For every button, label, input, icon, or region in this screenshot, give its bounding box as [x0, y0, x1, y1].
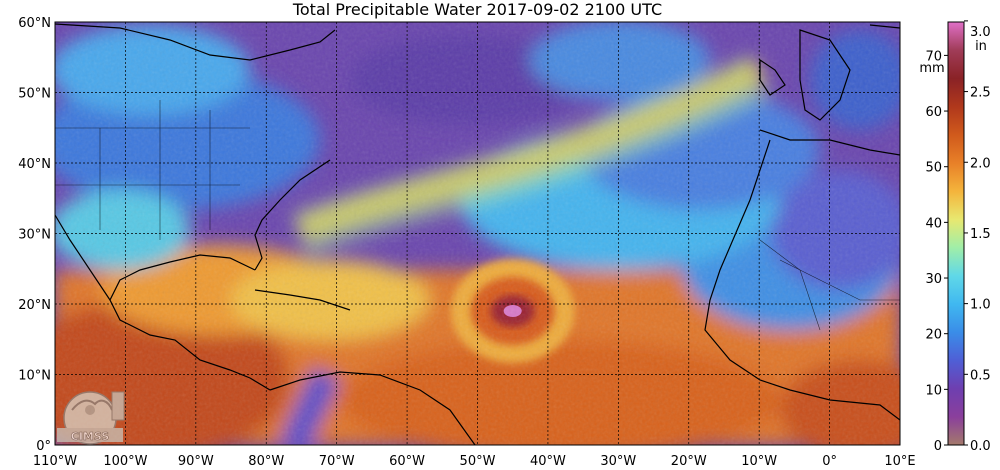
- latitude-label: 20°N: [18, 298, 51, 313]
- longitude-label: 40°W: [530, 454, 566, 469]
- colorbar-in-label: 1.5: [970, 227, 991, 242]
- colorbar-in-unit: in: [975, 39, 987, 54]
- colorbar-mm-label: 0: [934, 439, 942, 454]
- colorbar-mm-label: 50: [925, 161, 942, 176]
- longitude-label: 80°W: [248, 454, 284, 469]
- longitude-label: 90°W: [178, 454, 214, 469]
- longitude-label: 10°E: [884, 454, 915, 469]
- colorbar-in-label: 0.5: [970, 368, 991, 383]
- colorbar-mm-ticks: 70 60 50 40 30 20 10 0: [925, 49, 948, 454]
- cimss-logo: CIMSS: [57, 391, 125, 445]
- longitude-label: 70°W: [319, 454, 355, 469]
- longitude-label: 20°W: [671, 454, 707, 469]
- colorbar-in-label: 0.0: [970, 439, 991, 454]
- latitude-label: 60°N: [18, 16, 51, 31]
- coastlines: [55, 23, 900, 445]
- colorbar-in-label: 2.0: [970, 156, 991, 171]
- map-frame: [54, 21, 901, 446]
- colorbar-in-label: 2.5: [970, 86, 991, 101]
- colorbar-mm-label: 20: [925, 328, 942, 343]
- colorbar-scale: [947, 21, 965, 446]
- longitude-label: 30°W: [600, 454, 636, 469]
- colorbar-mm-label: 40: [925, 216, 942, 231]
- longitude-label: 10°W: [741, 454, 777, 469]
- latitude-label: 0°: [36, 439, 51, 454]
- colorbar-mm-unit: mm: [919, 61, 944, 76]
- latitude-label: 50°N: [18, 87, 51, 102]
- latitude-label: 30°N: [18, 228, 51, 243]
- longitude-labels: 110°W 100°W 90°W 80°W 70°W 60°W 50°W 40°W 30°W 20…: [33, 454, 916, 469]
- latitude-labels: 60°N 50°N 40°N 30°N 20°N 10°N 0°: [18, 16, 51, 454]
- colorbar-mm-label: 10: [925, 383, 942, 398]
- borders: [55, 100, 900, 331]
- colorbar-in-ticks: 3.0 2.5 2.0 1.5 1.0 0.5 0.0: [964, 20, 991, 454]
- map-title: Total Precipitable Water 2017-09-02 2100…: [292, 0, 663, 19]
- colorbar: 70 60 50 40 30 20 10 0 3.0 2.5 2.0 1.5 1.0 0.5 0.0 mm…: [919, 20, 991, 454]
- colorbar-mm-label: 70: [925, 49, 942, 64]
- precipitable-water-field: [55, 22, 900, 445]
- longitude-label: 100°W: [103, 454, 147, 469]
- colorbar-mm-label: 30: [925, 272, 942, 287]
- longitude-label: 50°W: [460, 454, 496, 469]
- colorbar-mm-label: 60: [925, 105, 942, 120]
- longitude-label: 110°W: [33, 454, 77, 469]
- latitude-label: 40°N: [18, 157, 51, 172]
- cimss-logo-text: CIMSS: [71, 430, 110, 443]
- gridlines: [55, 22, 900, 445]
- colorbar-in-label: 3.0: [970, 25, 991, 40]
- latitude-label: 10°N: [18, 369, 51, 384]
- colorbar-in-label: 1.0: [970, 298, 991, 313]
- longitude-label: 60°W: [389, 454, 425, 469]
- longitude-label: 0°: [822, 454, 837, 469]
